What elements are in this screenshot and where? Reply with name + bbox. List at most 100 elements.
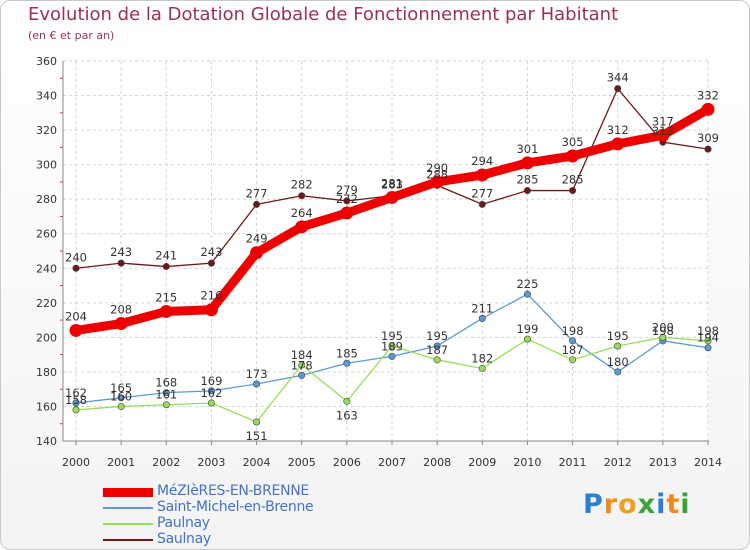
data-point — [611, 137, 625, 151]
y-tick-label: 220 — [36, 297, 57, 310]
data-label: 243 — [110, 245, 132, 259]
data-point — [704, 337, 712, 345]
data-label: 282 — [291, 178, 313, 192]
data-label: 277 — [246, 186, 268, 200]
y-tick-label: 140 — [36, 435, 57, 448]
data-point — [340, 206, 354, 220]
x-tick-label: 2012 — [604, 456, 632, 469]
data-label: 240 — [65, 250, 87, 264]
data-label: 208 — [110, 303, 132, 317]
logo-letter: x — [637, 489, 657, 520]
y-tick-label: 200 — [36, 331, 57, 344]
data-point — [569, 356, 577, 364]
data-label: 184 — [291, 348, 313, 362]
data-label: 305 — [562, 135, 584, 149]
data-label: 204 — [65, 309, 87, 323]
x-tick-label: 2013 — [649, 456, 677, 469]
data-point — [430, 175, 444, 189]
data-label: 168 — [155, 376, 177, 390]
data-label: 169 — [200, 374, 222, 388]
data-point — [207, 387, 215, 395]
data-point — [343, 397, 351, 405]
legend-label: Paulnay — [157, 515, 210, 531]
data-point — [72, 399, 80, 407]
data-point — [298, 192, 306, 200]
x-tick-label: 2008 — [423, 456, 451, 469]
data-point — [614, 342, 622, 350]
chart-title: Evolution de la Dotation Globale de Fonc… — [28, 4, 619, 25]
data-point — [69, 323, 83, 337]
data-label: 189 — [381, 339, 403, 353]
data-label: 241 — [155, 249, 177, 263]
data-label: 225 — [516, 277, 538, 291]
data-label: 211 — [471, 301, 493, 315]
data-point — [162, 389, 170, 397]
data-label: 215 — [155, 290, 177, 304]
data-point — [114, 317, 128, 331]
data-label: 187 — [562, 343, 584, 357]
data-point — [569, 187, 577, 195]
data-point — [385, 190, 399, 204]
data-label: 162 — [200, 386, 222, 400]
logo-letter: o — [618, 489, 638, 520]
logo-letter: i — [680, 489, 691, 520]
data-label: 200 — [652, 320, 674, 334]
data-label: 198 — [652, 324, 674, 338]
data-label: 279 — [336, 183, 358, 197]
data-label: 344 — [607, 71, 629, 85]
data-point — [478, 200, 486, 208]
x-tick-label: 2006 — [333, 456, 361, 469]
data-point — [343, 197, 351, 205]
data-point — [207, 399, 215, 407]
data-label: 288 — [426, 167, 448, 181]
legend-swatch — [103, 507, 153, 509]
y-tick-label: 360 — [36, 55, 57, 68]
x-tick-label: 2004 — [243, 456, 271, 469]
data-label: 198 — [562, 324, 584, 338]
legend-label: Saulnay — [157, 531, 211, 547]
data-label: 194 — [697, 331, 719, 345]
data-point — [117, 259, 125, 267]
data-point — [433, 342, 441, 350]
y-tick-label: 280 — [36, 193, 57, 206]
x-tick-label: 2007 — [378, 456, 406, 469]
data-point — [475, 168, 489, 182]
data-point — [659, 333, 667, 341]
data-point — [72, 406, 80, 414]
data-label: 182 — [471, 351, 493, 365]
data-label: 294 — [471, 154, 493, 168]
data-label: 272 — [336, 192, 358, 206]
data-label: 195 — [426, 329, 448, 343]
proxiti-logo: Proxiti — [583, 489, 691, 520]
x-tick-label: 2002 — [152, 456, 180, 469]
x-tick-label: 2014 — [694, 456, 722, 469]
data-point — [701, 102, 715, 116]
data-label: 151 — [246, 429, 268, 443]
data-point — [298, 361, 306, 369]
data-point — [388, 342, 396, 350]
data-label: 199 — [516, 322, 538, 336]
data-point — [704, 344, 712, 352]
data-label: 161 — [155, 388, 177, 402]
data-point — [298, 371, 306, 379]
y-tick-label: 160 — [36, 400, 57, 413]
data-label: 216 — [200, 289, 222, 303]
x-tick-label: 2009 — [468, 456, 496, 469]
data-label: 158 — [65, 393, 87, 407]
data-label: 281 — [381, 176, 403, 190]
logo-letter: r — [603, 489, 619, 520]
data-point — [478, 364, 486, 372]
data-point — [343, 359, 351, 367]
x-tick-label: 2011 — [559, 456, 587, 469]
logo-letter: P — [583, 489, 604, 520]
y-tick-label: 320 — [36, 124, 57, 137]
data-point — [614, 368, 622, 376]
data-label: 173 — [246, 367, 268, 381]
y-tick-label: 180 — [36, 366, 57, 379]
data-label: 290 — [426, 161, 448, 175]
data-label: 301 — [516, 142, 538, 156]
data-point — [523, 290, 531, 298]
logo-letter: t — [666, 489, 681, 520]
data-point — [569, 337, 577, 345]
